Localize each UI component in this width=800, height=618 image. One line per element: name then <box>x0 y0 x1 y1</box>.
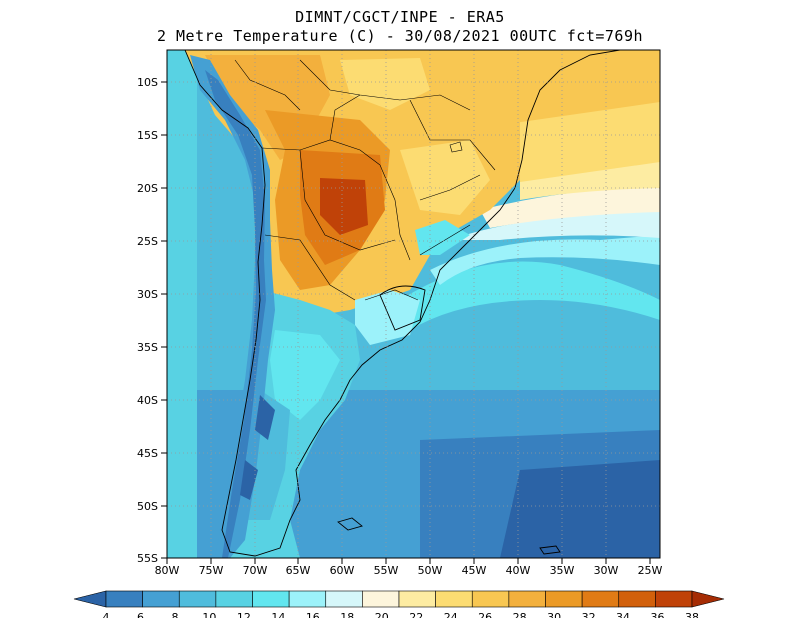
colorbar-label: 34 <box>616 611 630 618</box>
colorbar-right-arrow <box>691 590 725 608</box>
lat-label-15s: 15S <box>137 129 158 142</box>
lon-label-55w: 55W <box>374 564 399 577</box>
colorbar-segment <box>618 590 656 608</box>
borders <box>234 59 496 301</box>
map-title-line1: DIMNT/CGCT/INPE - ERA5 <box>295 8 505 26</box>
lat-label-30s: 30S <box>137 288 158 301</box>
colorbar-label: 38 <box>685 611 699 618</box>
colorbar-label: 16 <box>306 611 320 618</box>
lon-ticks <box>166 558 651 564</box>
lat-label-10s: 10S <box>137 76 158 89</box>
colorbar-label: 26 <box>478 611 492 618</box>
colorbar-segment <box>581 590 620 608</box>
colorbar: 4 6 8 10 12 14 16 18 20 22 24 26 28 30 32 34 36 38 <box>73 590 725 618</box>
lon-label-70w: 70W <box>243 564 268 577</box>
lat-label-55s: 55S <box>137 552 158 565</box>
lon-label-25w: 25W <box>638 564 663 577</box>
colorbar-label: 36 <box>651 611 665 618</box>
colorbar-label: 10 <box>202 611 216 618</box>
colorbar-label: 24 <box>444 611 458 618</box>
lat-label-20s: 20S <box>137 182 158 195</box>
colorbar-left-arrow <box>73 590 107 608</box>
lon-label-40w: 40W <box>506 564 531 577</box>
colorbar-segment <box>545 590 583 608</box>
lon-label-35w: 35W <box>550 564 575 577</box>
colorbar-segment <box>435 590 473 608</box>
colorbar-label: 30 <box>547 611 561 618</box>
colorbar-segment <box>471 590 510 608</box>
lat-label-25s: 25S <box>137 235 158 248</box>
colorbar-label: 12 <box>237 611 251 618</box>
colorbar-label: 4 <box>103 611 110 618</box>
temperature-field <box>167 50 660 558</box>
colorbar-segment <box>288 590 327 608</box>
colorbar-segment <box>105 590 143 608</box>
lon-label-80w: 80W <box>155 564 180 577</box>
colorbar-label: 6 <box>137 611 144 618</box>
colorbar-label: 22 <box>409 611 423 618</box>
lon-label-30w: 30W <box>594 564 619 577</box>
lat-label-45s: 45S <box>137 447 158 460</box>
colorbar-segment <box>362 590 400 608</box>
colorbar-segment <box>655 590 693 608</box>
lat-label-40s: 40S <box>137 394 158 407</box>
colorbar-segment <box>142 590 180 608</box>
colorbar-label: 20 <box>375 611 389 618</box>
lat-label-50s: 50S <box>137 500 158 513</box>
colorbar-segment <box>178 590 217 608</box>
colorbar-label: 32 <box>582 611 596 618</box>
lon-label-65w: 65W <box>286 564 311 577</box>
coastlines <box>184 50 621 557</box>
colorbar-label: 28 <box>513 611 527 618</box>
colorbar-label: 18 <box>340 611 354 618</box>
plot-frame <box>166 49 661 559</box>
lon-label-75w: 75W <box>199 564 224 577</box>
colorbar-segment <box>398 590 436 608</box>
colorbar-label: 8 <box>171 611 178 618</box>
colorbar-segment <box>252 590 290 608</box>
lon-label-60w: 60W <box>330 564 355 577</box>
lon-label-45w: 45W <box>462 564 487 577</box>
lon-label-50w: 50W <box>418 564 443 577</box>
lat-ticks <box>161 81 167 559</box>
graticule <box>167 50 660 558</box>
colorbar-label: 14 <box>271 611 285 618</box>
lat-label-35s: 35S <box>137 341 158 354</box>
colorbar-segment <box>215 590 253 608</box>
colorbar-segment <box>325 590 363 608</box>
colorbar-segment <box>508 590 546 608</box>
map-title-line2: 2 Metre Temperature (C) - 30/08/2021 00U… <box>156 27 644 45</box>
